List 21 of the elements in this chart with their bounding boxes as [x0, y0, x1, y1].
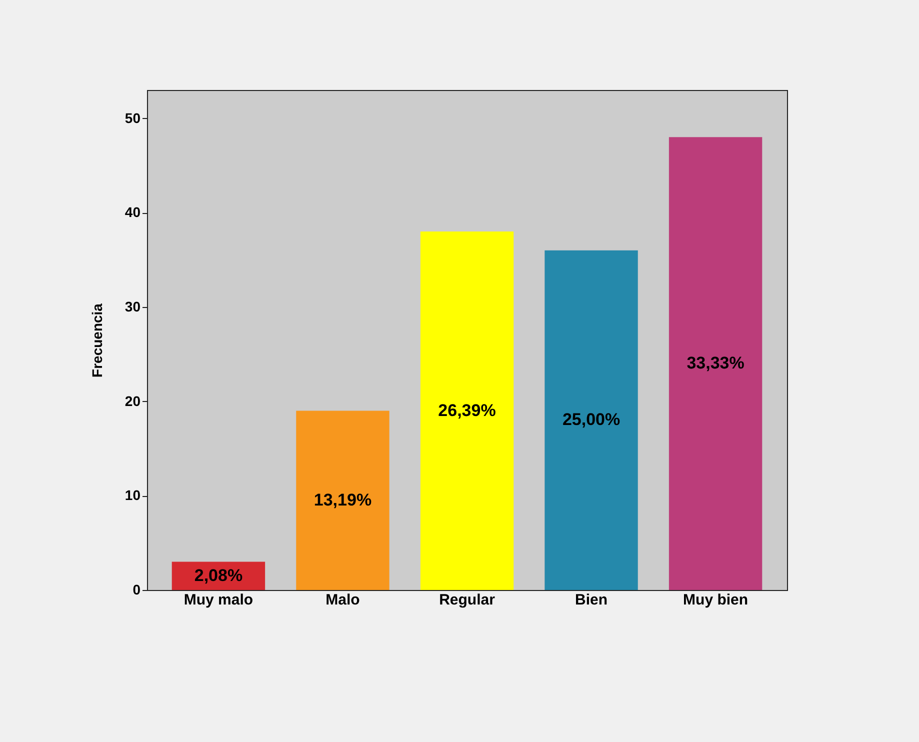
x-tick-label: Regular [439, 592, 496, 608]
y-tick-label: 40 [124, 204, 141, 220]
y-tick-label: 10 [124, 487, 141, 504]
bar [544, 250, 638, 590]
bar [296, 410, 390, 590]
y-tick-label: 50 [124, 110, 141, 126]
x-tick-label: Malo [326, 592, 360, 608]
y-tick-label: 30 [124, 298, 141, 314]
annotation: 25,00% [562, 410, 620, 430]
annotation: 26,39% [438, 400, 496, 420]
annotation: 2,08% [194, 566, 243, 585]
x-tick-label: Muy malo [184, 592, 254, 608]
y-tick-label: 20 [124, 392, 141, 409]
annotation: 33,33% [686, 354, 744, 373]
x-tick-label: Muy bien [683, 592, 748, 608]
x-tick-label: Bien [575, 592, 608, 608]
annotation: 13,19% [314, 490, 372, 510]
bar [668, 137, 762, 590]
bar [420, 232, 514, 590]
y-axis-title: Frecuencia [88, 303, 105, 378]
y-tick-label: 0 [132, 582, 141, 598]
